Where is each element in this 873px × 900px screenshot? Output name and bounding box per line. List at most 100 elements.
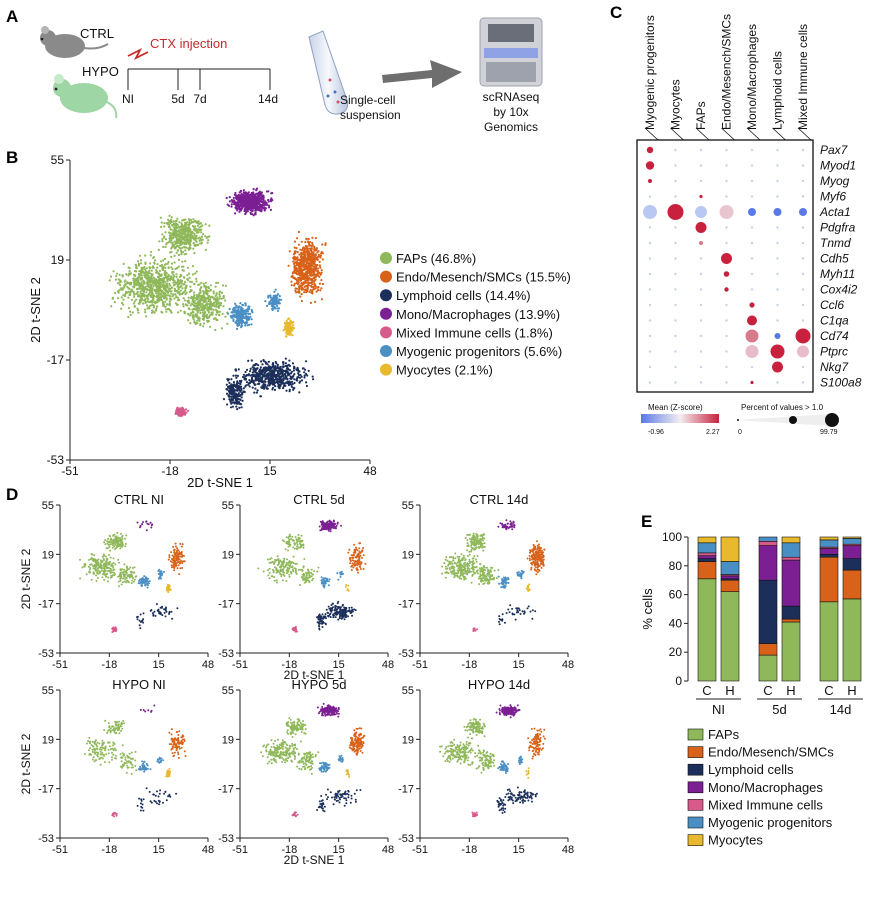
- tsne-point: [254, 379, 257, 382]
- tsne-point: [173, 228, 176, 231]
- tsne-point: [127, 274, 130, 277]
- tsne-point: [186, 266, 189, 269]
- dot: [750, 380, 754, 385]
- tsne-point: [250, 359, 253, 362]
- tsne-point: [279, 367, 282, 370]
- tsne-point: [92, 558, 95, 560]
- tsne-point: [168, 304, 171, 307]
- tsne-point: [172, 276, 175, 280]
- tsne-point: [181, 223, 184, 226]
- tsne-point: [133, 279, 137, 282]
- tsne-point: [253, 212, 257, 215]
- tsne-point: [303, 254, 306, 257]
- tsne-point: [244, 375, 247, 378]
- tsne-point: [164, 238, 167, 241]
- dot: [776, 164, 779, 167]
- tsne-point: [203, 299, 206, 302]
- tsne-point: [281, 380, 284, 383]
- tsne-point: [293, 378, 296, 381]
- tsne-point: [195, 280, 198, 283]
- tsne-point: [256, 192, 259, 195]
- tsne-point: [203, 322, 206, 325]
- tsne-point: [244, 191, 247, 194]
- y-tick-label: 19: [42, 549, 54, 561]
- tsne-point: [119, 283, 122, 287]
- tsne-point: [250, 318, 253, 321]
- tsne-point: [180, 249, 183, 253]
- tsne-point: [181, 233, 185, 236]
- dot: [674, 365, 677, 369]
- tsne-point: [294, 289, 297, 292]
- tsne-point: [273, 388, 277, 391]
- tsne-point: [118, 543, 121, 546]
- tsne-point: [128, 272, 131, 275]
- tsne-point: [212, 308, 215, 311]
- gene-label: Cdh5: [820, 252, 849, 266]
- tsne-point: [103, 541, 106, 544]
- tsne-point: [148, 304, 152, 307]
- legend-swatch: [380, 326, 392, 339]
- tsne-point: [301, 249, 304, 252]
- tsne-point: [234, 321, 237, 324]
- dot: [750, 148, 754, 152]
- tsne-point: [151, 293, 154, 296]
- tsne-point: [79, 558, 81, 561]
- tsne-point: [130, 298, 133, 301]
- tsne-point: [183, 236, 186, 239]
- tsne-point: [318, 264, 321, 267]
- tsne-point: [143, 274, 146, 277]
- tsne-point: [178, 286, 181, 289]
- tsne-point: [111, 575, 113, 578]
- tsne-point: [112, 539, 115, 542]
- tsne-point: [144, 300, 147, 303]
- tsne-point: [264, 380, 267, 383]
- tsne-point: [239, 202, 242, 205]
- tsne-point: [170, 292, 173, 295]
- tsne-point: [301, 367, 304, 370]
- tsne-point: [120, 571, 123, 574]
- tsne-point: [193, 282, 196, 285]
- tsne-point: [166, 587, 169, 590]
- dot: [801, 272, 805, 276]
- tsne-point: [123, 575, 126, 578]
- tsne-point: [171, 241, 174, 244]
- gene-label: Cd74: [820, 329, 849, 343]
- tsne-point: [147, 293, 150, 296]
- tsne-point: [297, 243, 301, 246]
- tsne-point: [285, 329, 288, 332]
- tsne-point: [88, 571, 91, 574]
- tsne-point: [133, 300, 136, 303]
- tsne-point: [228, 307, 231, 311]
- tsne-point: [116, 544, 119, 547]
- tsne-point: [197, 221, 200, 224]
- tsne-point: [199, 303, 202, 306]
- tsne-point: [296, 256, 299, 259]
- tsne-point: [225, 383, 228, 386]
- tsne-point: [198, 319, 201, 322]
- tsne-point: [135, 288, 139, 291]
- tsne-point: [288, 573, 291, 576]
- tsne-point: [311, 265, 314, 268]
- tsne-point: [283, 384, 286, 387]
- tsne-point: [114, 626, 117, 629]
- tsne-point: [270, 370, 273, 373]
- tsne-point: [189, 322, 192, 325]
- tsne-point: [178, 275, 181, 278]
- tsne-point: [180, 282, 183, 285]
- tsne-point: [305, 281, 309, 284]
- dot: [725, 226, 728, 229]
- tsne-point: [192, 218, 195, 221]
- tsne-point: [109, 549, 112, 552]
- tsne-point: [192, 291, 196, 294]
- tsne-point: [264, 378, 267, 381]
- tsne-point: [111, 562, 114, 565]
- tsne-point: [220, 291, 224, 294]
- tsne-point: [188, 314, 191, 317]
- tsne-point: [239, 302, 242, 305]
- dot: [776, 241, 779, 245]
- dot: [801, 241, 805, 245]
- tsne-point: [178, 291, 181, 294]
- dot: [723, 271, 730, 277]
- tsne-point: [163, 222, 166, 225]
- tsne-point: [211, 312, 214, 315]
